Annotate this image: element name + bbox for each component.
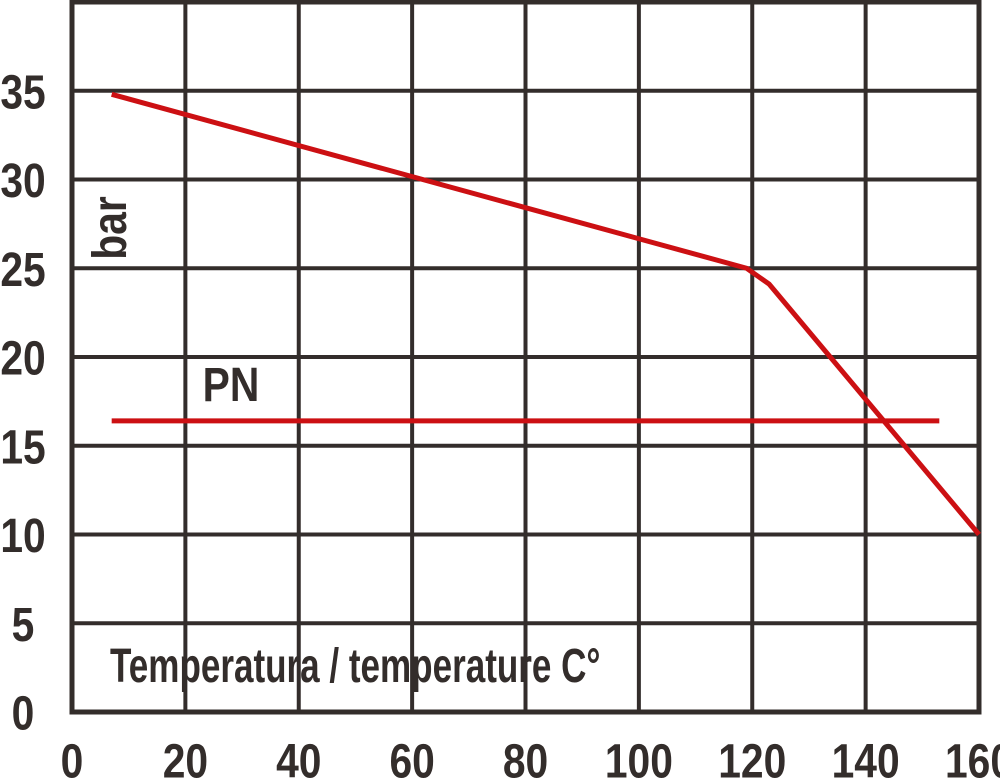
y-tick-label-10: 10 bbox=[0, 510, 45, 563]
x-axis-title: Temperatura / temperature C° bbox=[110, 640, 601, 693]
y-tick-label-5: 5 bbox=[12, 599, 35, 652]
x-tick-label-20: 20 bbox=[163, 736, 208, 781]
y-tick-label-35: 35 bbox=[0, 66, 45, 119]
y-axis-title: bar bbox=[84, 196, 137, 260]
x-tick-label-140: 140 bbox=[832, 736, 900, 781]
x-tick-label-80: 80 bbox=[503, 736, 548, 781]
plot-frame bbox=[69, 0, 982, 715]
y-tick-label-25: 25 bbox=[0, 244, 45, 297]
pressure-limit-curve bbox=[111, 91, 981, 537]
y-tick-label-15: 15 bbox=[0, 421, 45, 474]
y-tick-label-20: 20 bbox=[0, 333, 45, 386]
y-tick-label-30: 30 bbox=[0, 155, 45, 208]
x-tick-label-100: 100 bbox=[605, 736, 673, 781]
x-tick-label-60: 60 bbox=[389, 736, 434, 781]
pn-line-label: PN bbox=[202, 359, 260, 412]
y-tick-label-0: 0 bbox=[12, 688, 35, 741]
x-tick-label-160: 160 bbox=[945, 736, 1000, 781]
x-tick-label-120: 120 bbox=[718, 736, 786, 781]
x-tick-label-0: 0 bbox=[61, 736, 84, 781]
x-tick-label-40: 40 bbox=[276, 736, 321, 781]
